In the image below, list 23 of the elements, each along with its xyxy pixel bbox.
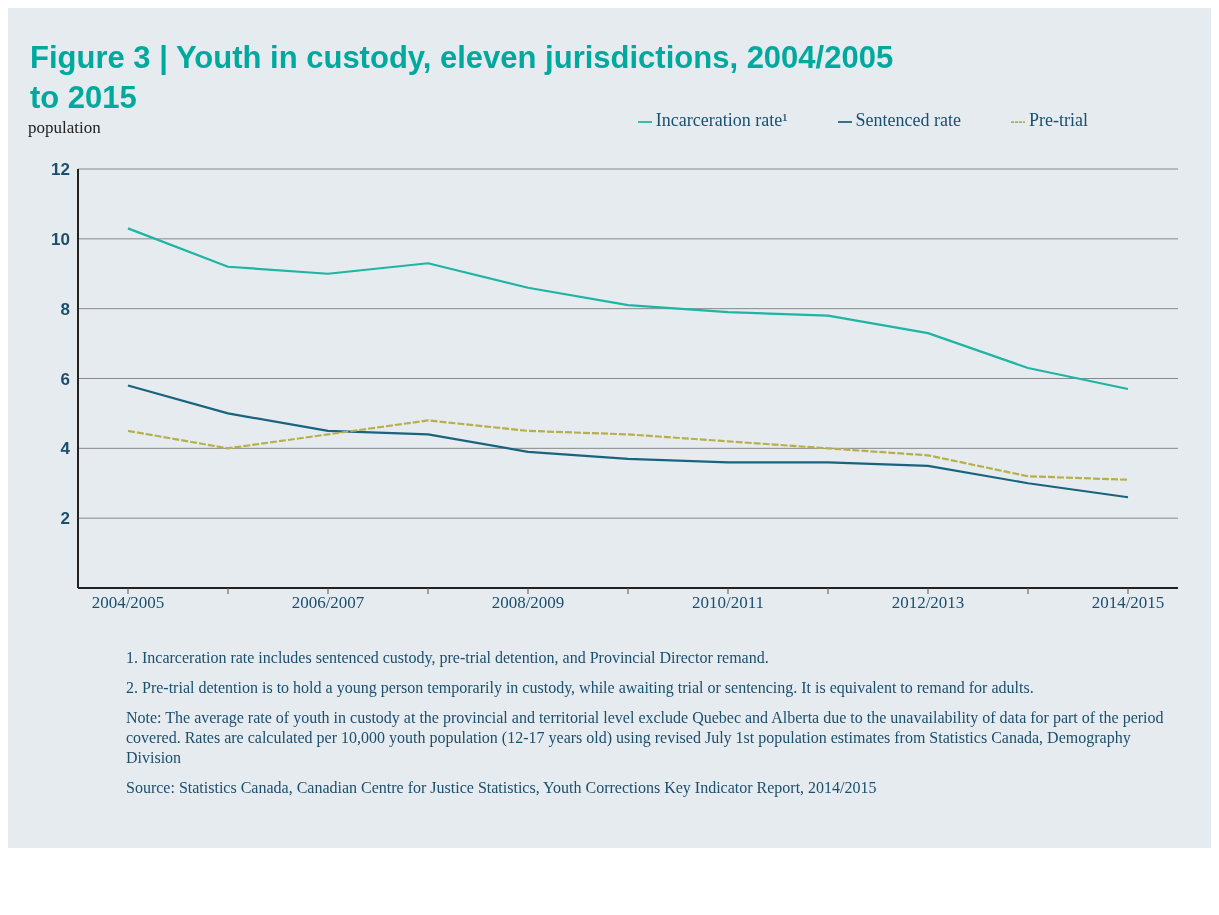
x-tick-label: 2006/2007 (291, 593, 365, 613)
x-tick-label: 2008/2009 (491, 593, 565, 613)
y-tick-label: 10 (51, 229, 70, 249)
line-series (126, 227, 1130, 391)
x-tick-label: 2010/2011 (691, 593, 765, 613)
text: 2. Pre-trial detention is to hold a young person temporarily in custody, while awaiting trial or sentencing. It is equivalent to remand for adults. (126, 678, 1035, 698)
y-axis-title: population (28, 118, 101, 138)
x-tick-label: 2004/2005 (91, 593, 165, 613)
y-tick-label: 4 (60, 439, 71, 459)
source-note: Source: Statistics Canada, Canadian Centre for Justice Statistics, Youth Corrections Key Indicator Report, 2014/2015 (126, 778, 878, 798)
legend-label: Sentenced rate (855, 110, 962, 130)
text: 1. Incarceration rate includes sentenced custody, pre-trial detention, and Provincial Director remand. (126, 648, 770, 668)
y-tick-label: 6 (60, 369, 70, 389)
x-tick-label: 2014/2015 (1091, 593, 1165, 613)
x-tick-label: 2012/2013 (891, 593, 965, 613)
legend-label: Pre-trial (1029, 110, 1088, 130)
line-series (126, 419, 1130, 481)
y-tick-label: 8 (60, 299, 70, 319)
y-tick-label: 12 (51, 160, 70, 180)
text: Note: The average rate of youth in custody at the provincial and territorial level exclude Quebec and Alberta due to the unavailability of data for part of the period covered. Rates are calculated per 10,000 youth population (12-17 years old) using revised July 1st population estimates from Statistics Canada, Demography Division (126, 708, 1165, 768)
line-series (126, 384, 1130, 499)
legend-label: Incarceration rate¹ (655, 110, 788, 130)
y-tick-label: 2 (60, 509, 70, 529)
